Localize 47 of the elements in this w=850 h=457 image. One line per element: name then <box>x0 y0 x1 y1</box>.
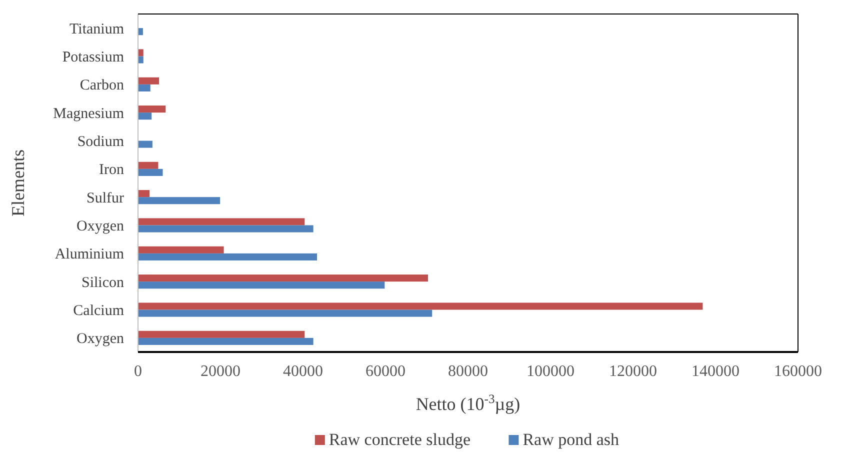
bar <box>138 56 144 64</box>
bar <box>138 112 152 120</box>
legend-label: Raw pond ash <box>522 430 620 449</box>
y-tick-label: Potassium <box>62 50 124 66</box>
bar <box>138 190 150 198</box>
bar <box>138 246 224 254</box>
y-tick-label: Silicon <box>81 274 124 291</box>
y-tick-label: Sulfur <box>86 190 124 206</box>
bar <box>138 168 163 176</box>
bar <box>138 28 143 36</box>
y-tick-label: Carbon <box>80 78 124 94</box>
x-tick-label: 60000 <box>366 363 406 380</box>
x-tick-label: 160000 <box>774 363 822 380</box>
x-tick-label: 20000 <box>200 363 240 380</box>
x-tick-label: 40000 <box>283 363 323 380</box>
bar <box>138 197 220 204</box>
y-tick-label: Magnesium <box>53 106 124 122</box>
bar <box>138 84 150 92</box>
y-tick-label: Sodium <box>77 134 124 150</box>
y-axis-title: Elements <box>8 150 28 216</box>
x-tick-label: 140000 <box>692 363 740 380</box>
y-tick-label: Oxygen <box>76 331 124 348</box>
bar <box>138 106 166 113</box>
bar <box>138 77 160 84</box>
bar <box>138 338 314 345</box>
bar <box>138 140 152 148</box>
bar <box>138 282 385 289</box>
bar <box>138 302 703 310</box>
bar <box>138 330 305 338</box>
bar <box>138 162 158 169</box>
x-tick-label: 80000 <box>448 363 488 380</box>
y-tick-label: Calcium <box>73 303 124 319</box>
x-axis-title: Netto (10$^{-3}$µg) <box>416 392 520 414</box>
bar <box>138 310 432 317</box>
bar <box>138 218 305 226</box>
legend-label: Raw concrete sludge <box>328 430 471 449</box>
y-tick-label: Aluminium <box>54 246 124 263</box>
y-tick-label: Iron <box>99 162 124 178</box>
bar <box>138 225 314 232</box>
bar <box>138 274 428 282</box>
bar <box>138 49 144 56</box>
y-tick-label: Oxygen <box>76 218 124 234</box>
x-tick-label: 0 <box>134 363 142 380</box>
bar <box>138 253 318 260</box>
x-tick-label: 120000 <box>609 363 657 380</box>
x-tick-label: 100000 <box>526 363 574 380</box>
y-tick-label: Titanium <box>70 21 124 38</box>
